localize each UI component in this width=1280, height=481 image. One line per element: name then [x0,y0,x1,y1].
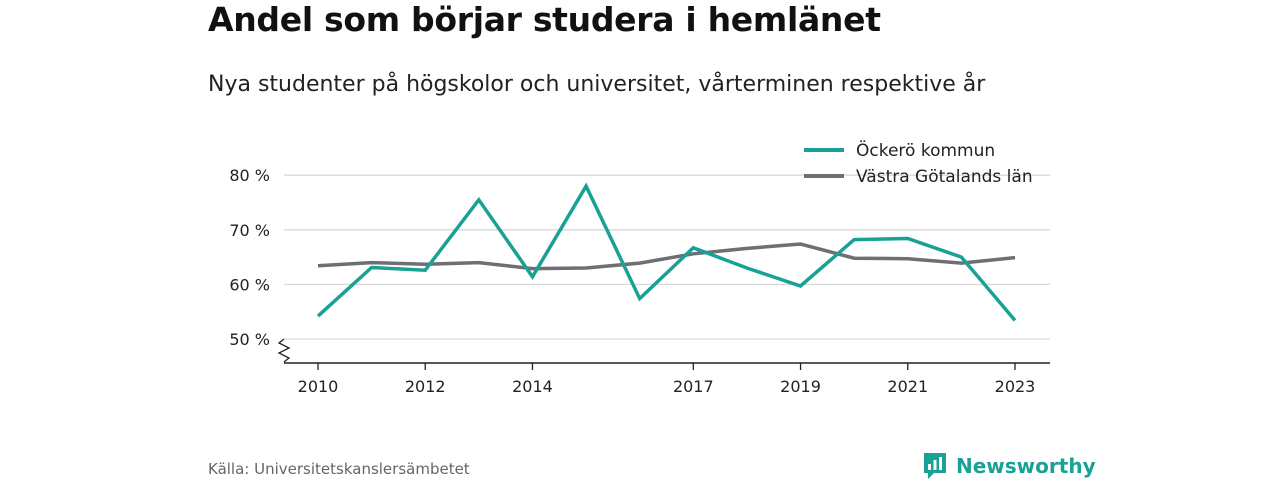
series-line-ockero [316,182,1017,322]
brand-name: Newsworthy [956,454,1096,478]
y-tick-label: 60 % [229,275,270,294]
series-line-vastra [317,242,1016,271]
y-tick-label: 80 % [229,166,270,185]
legend-label: Västra Götalands län [856,167,1033,187]
x-tick-label: 2012 [405,377,446,396]
x-tick-label: 2019 [780,377,821,396]
x-tick-label: 2014 [512,377,553,396]
axis-break-icon [277,338,291,363]
x-tick-label: 2021 [887,377,928,396]
y-tick-label: 50 % [229,330,270,349]
legend-label: Öckerö kommun [856,139,995,161]
source-note: Källa: Universitetskanslersämbetet [208,460,470,478]
x-tick-label: 2023 [995,377,1036,396]
x-tick-label: 2017 [673,377,714,396]
chart-title: Andel som börjar studera i hemlänet [208,0,881,39]
newsworthy-logo-icon [924,453,946,479]
y-tick-label: 70 % [229,221,270,240]
x-tick-label: 2010 [298,377,339,396]
chart-subtitle: Nya studenter på högskolor och universit… [208,72,986,97]
brand-logo: Newsworthy [922,451,1096,481]
